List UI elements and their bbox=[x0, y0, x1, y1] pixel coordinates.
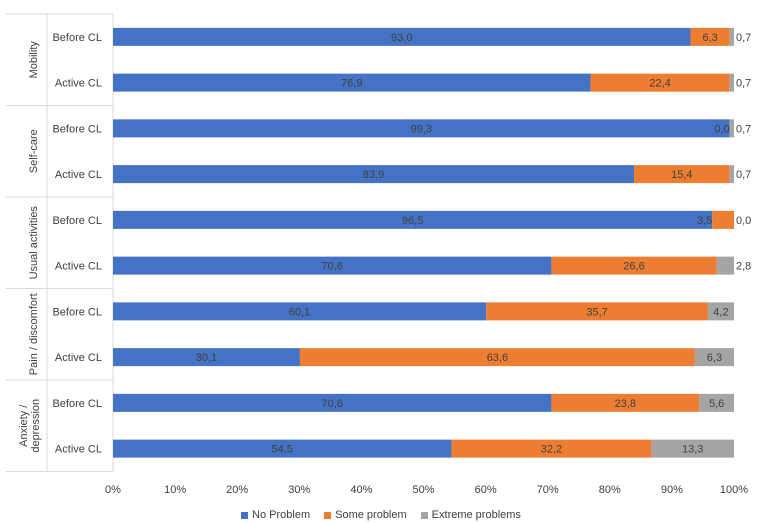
group-label-self-care: Self-care bbox=[28, 129, 40, 173]
bar-segment-self-care-active-cl-extreme-problems bbox=[729, 165, 734, 184]
x-tick-label-2: 20% bbox=[226, 484, 248, 496]
data-label-self-care-active-cl-extreme-problems: 0,7 bbox=[736, 169, 751, 181]
x-tick-label-10: 100% bbox=[720, 484, 748, 496]
bar-segment-mobility-active-cl-no-problem bbox=[113, 73, 591, 92]
data-label-self-care-active-cl-some-problem: 15,4 bbox=[671, 169, 692, 181]
x-tick-label-5: 50% bbox=[412, 484, 434, 496]
bar-segment-self-care-active-cl-no-problem bbox=[113, 165, 635, 184]
bar-segment-self-care-before-cl-extreme-problems bbox=[729, 119, 734, 138]
data-label-self-care-before-cl-extreme-problems: 0,7 bbox=[736, 123, 751, 135]
data-label-mobility-active-cl-no-problem: 76,9 bbox=[341, 78, 362, 90]
data-label-anxiety-depression-active-cl-no-problem: 54,5 bbox=[272, 444, 293, 456]
bar-segment-anxiety-depression-active-cl-some-problem bbox=[451, 439, 652, 458]
row-label-self-care-before-cl: Before CL bbox=[52, 123, 102, 135]
bar-segment-usual-activities-active-cl-no-problem bbox=[113, 256, 552, 275]
row-label-pain-discomfort-active-cl: Active CL bbox=[55, 352, 102, 364]
bar-segment-usual-activities-before-cl-no-problem bbox=[113, 210, 713, 229]
data-label-anxiety-depression-active-cl-some-problem: 32,2 bbox=[541, 444, 562, 456]
group-label-pain-discomfort: Pain / discomfort bbox=[28, 293, 40, 375]
legend-swatch-no-problem bbox=[241, 511, 249, 519]
legend-swatch-extreme-problems bbox=[420, 511, 428, 519]
data-label-mobility-active-cl-some-problem: 22,4 bbox=[649, 78, 670, 90]
x-tick-label-9: 90% bbox=[661, 484, 683, 496]
bar-segment-pain-discomfort-before-cl-no-problem bbox=[113, 302, 487, 321]
row-label-usual-activities-active-cl: Active CL bbox=[55, 261, 102, 273]
bar-segment-pain-discomfort-before-cl-extreme-problems bbox=[707, 302, 734, 321]
x-tick-label-7: 70% bbox=[537, 484, 559, 496]
group-label-anxiety-depression: Anxiety /depression bbox=[18, 399, 42, 453]
row-label-anxiety-depression-active-cl: Active CL bbox=[55, 444, 102, 456]
bar-segment-anxiety-depression-before-cl-some-problem bbox=[551, 393, 700, 412]
x-tick-label-4: 40% bbox=[350, 484, 372, 496]
data-label-usual-activities-before-cl-extreme-problems: 0,0 bbox=[736, 215, 751, 227]
bar-segment-pain-discomfort-before-cl-some-problem bbox=[486, 302, 708, 321]
bar-segment-self-care-before-cl-no-problem bbox=[113, 119, 730, 138]
stacked-bar-chart: 0% 10% 20% 30% 40% 50% 60% 70% 80% 90% 100% Mobilit… bbox=[6, 13, 751, 496]
legend-label-some-problem: Some problem bbox=[335, 509, 407, 521]
data-label-mobility-active-cl-extreme-problems: 0,7 bbox=[736, 78, 751, 90]
bar-segment-mobility-active-cl-some-problem bbox=[590, 73, 730, 92]
bar-segment-mobility-before-cl-some-problem bbox=[690, 27, 730, 46]
legend-label-no-problem: No Problem bbox=[252, 509, 311, 521]
row-label-usual-activities-before-cl: Before CL bbox=[52, 215, 102, 227]
legend-item-no-problem: No Problem bbox=[241, 509, 310, 521]
data-label-pain-discomfort-before-cl-no-problem: 60,1 bbox=[289, 306, 310, 318]
legend: No Problem Some problem Extreme problems bbox=[0, 508, 762, 522]
bar-segment-mobility-before-cl-no-problem bbox=[113, 27, 691, 46]
bar-segment-mobility-before-cl-extreme-problems bbox=[729, 27, 734, 46]
data-label-pain-discomfort-active-cl-some-problem: 63,6 bbox=[487, 352, 508, 364]
data-label-pain-discomfort-active-cl-no-problem: 30,1 bbox=[196, 352, 217, 364]
bar-segment-usual-activities-active-cl-some-problem bbox=[551, 256, 717, 275]
data-label-usual-activities-active-cl-some-problem: 26,6 bbox=[623, 261, 644, 273]
row-label-mobility-before-cl: Before CL bbox=[52, 32, 102, 44]
data-label-usual-activities-before-cl-no-problem: 96,5 bbox=[402, 215, 423, 227]
x-tick-label-8: 80% bbox=[599, 484, 621, 496]
bar-segment-mobility-active-cl-extreme-problems bbox=[729, 73, 734, 92]
data-label-anxiety-depression-before-cl-no-problem: 70,6 bbox=[322, 398, 343, 410]
data-label-mobility-before-cl-extreme-problems: 0,7 bbox=[736, 32, 751, 44]
data-label-anxiety-depression-active-cl-extreme-problems: 13,3 bbox=[682, 444, 703, 456]
group-label-line: Anxiety / bbox=[18, 404, 30, 447]
bar-segment-self-care-active-cl-some-problem bbox=[634, 165, 730, 184]
row-label-mobility-active-cl: Active CL bbox=[55, 78, 102, 90]
group-label-mobility: Mobility bbox=[28, 41, 40, 79]
data-label-anxiety-depression-before-cl-some-problem: 23,8 bbox=[615, 398, 636, 410]
data-label-pain-discomfort-before-cl-extreme-problems: 4,2 bbox=[713, 306, 728, 318]
data-label-self-care-active-cl-no-problem: 83,9 bbox=[363, 169, 384, 181]
data-label-anxiety-depression-before-cl-extreme-problems: 5,6 bbox=[709, 398, 724, 410]
row-label-pain-discomfort-before-cl: Before CL bbox=[52, 306, 102, 318]
data-label-pain-discomfort-active-cl-extreme-problems: 6,3 bbox=[707, 352, 722, 364]
data-label-usual-activities-before-cl-some-problem: 3,5 bbox=[697, 215, 712, 227]
legend-swatch-some-problem bbox=[324, 511, 332, 519]
legend-item-extreme-problems: Extreme problems bbox=[420, 509, 521, 521]
data-label-usual-activities-active-cl-extreme-problems: 2,8 bbox=[736, 261, 751, 273]
data-label-self-care-before-cl-some-problem: 0,0 bbox=[714, 123, 729, 135]
bar-segment-anxiety-depression-before-cl-no-problem bbox=[113, 393, 552, 412]
legend-label-extreme-problems: Extreme problems bbox=[431, 509, 521, 521]
data-label-mobility-before-cl-some-problem: 6,3 bbox=[702, 32, 717, 44]
bar-segment-anxiety-depression-active-cl-extreme-problems bbox=[651, 439, 734, 458]
data-label-pain-discomfort-before-cl-some-problem: 35,7 bbox=[586, 306, 607, 318]
bar-segment-pain-discomfort-active-cl-no-problem bbox=[113, 348, 300, 367]
group-label-usual-activities: Usual activities bbox=[28, 206, 40, 280]
data-label-mobility-before-cl-no-problem: 93,0 bbox=[391, 32, 412, 44]
row-label-anxiety-depression-before-cl: Before CL bbox=[52, 398, 102, 410]
data-label-usual-activities-active-cl-no-problem: 70,6 bbox=[322, 261, 343, 273]
bar-segment-usual-activities-before-cl-some-problem bbox=[712, 210, 734, 229]
bar-segment-anxiety-depression-active-cl-no-problem bbox=[113, 439, 452, 458]
x-tick-label-1: 10% bbox=[164, 484, 186, 496]
row-label-self-care-active-cl: Active CL bbox=[55, 169, 102, 181]
group-label-line: depression bbox=[30, 399, 42, 453]
legend-item-some-problem: Some problem bbox=[324, 509, 407, 521]
x-tick-label-0: 0% bbox=[105, 484, 121, 496]
bar-segment-usual-activities-active-cl-extreme-problems bbox=[716, 256, 734, 275]
data-label-self-care-before-cl-no-problem: 99,3 bbox=[411, 123, 432, 135]
bar-segment-pain-discomfort-active-cl-extreme-problems bbox=[694, 348, 734, 367]
x-tick-label-3: 30% bbox=[288, 484, 310, 496]
x-tick-label-6: 60% bbox=[475, 484, 497, 496]
bar-segment-pain-discomfort-active-cl-some-problem bbox=[299, 348, 695, 367]
bar-segment-anxiety-depression-before-cl-extreme-problems bbox=[699, 393, 734, 412]
